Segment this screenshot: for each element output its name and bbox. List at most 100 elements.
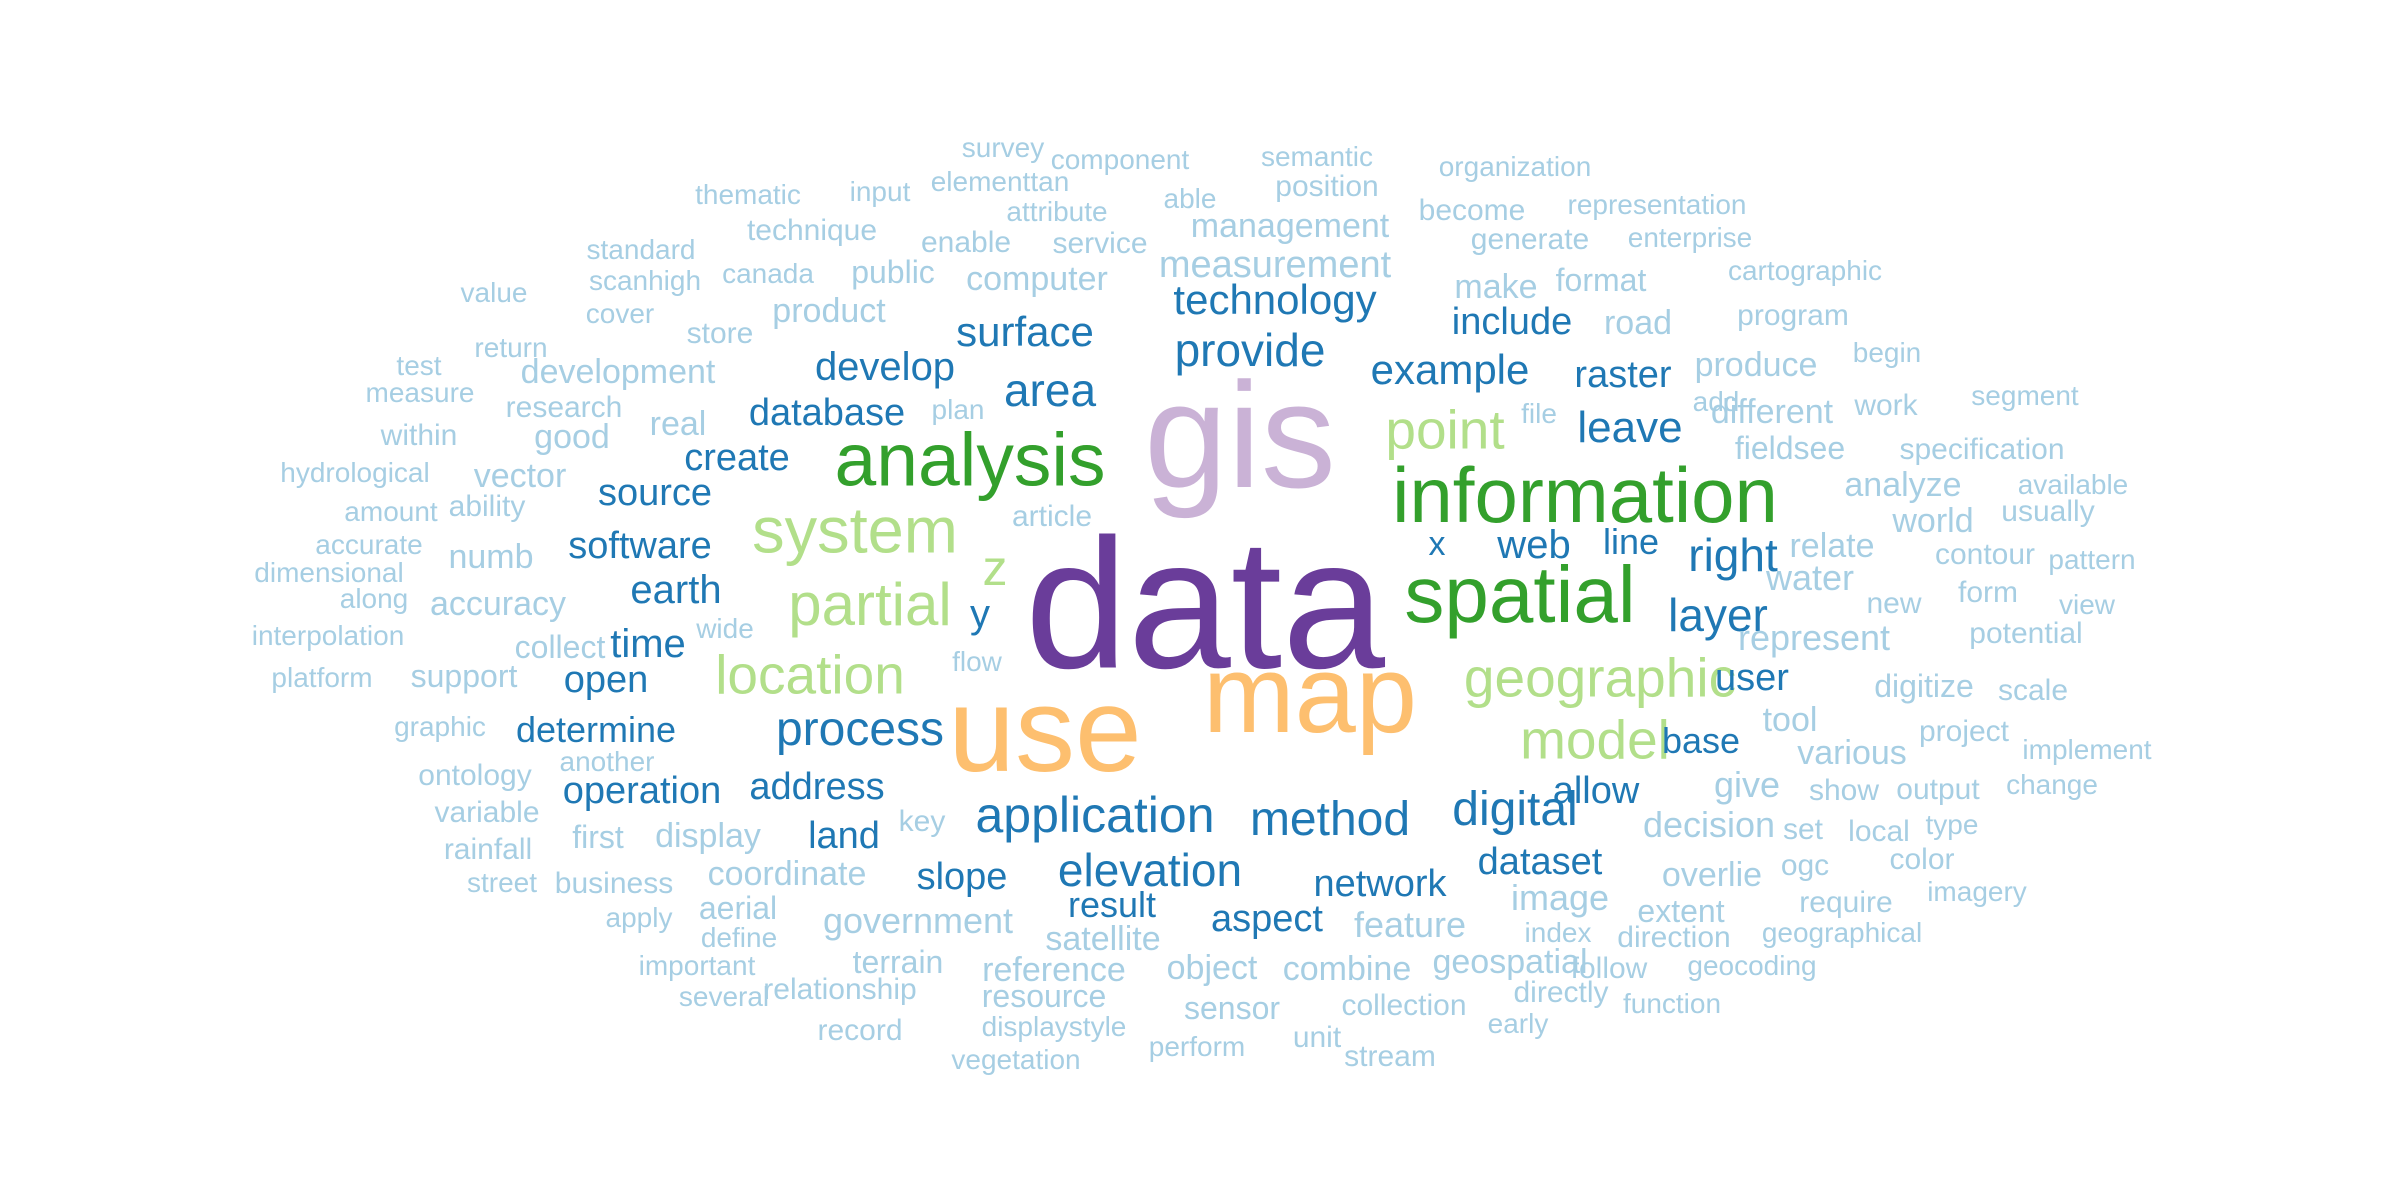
word-surface: surface bbox=[956, 308, 1094, 355]
word-database: database bbox=[748, 392, 906, 434]
word-overlie: overlie bbox=[1661, 856, 1763, 894]
word-product: product bbox=[772, 292, 886, 330]
word-canada: canada bbox=[722, 258, 814, 289]
word-several: several bbox=[678, 981, 770, 1012]
word-fieldsee: fieldsee bbox=[1734, 430, 1846, 466]
word-geocoding: geocoding bbox=[1687, 950, 1817, 981]
word-resource: resource bbox=[981, 978, 1107, 1014]
word-web: web bbox=[1497, 523, 1571, 567]
word-create: create bbox=[684, 437, 790, 479]
word-terrain: terrain bbox=[852, 944, 944, 980]
word-location: location bbox=[715, 643, 905, 706]
word-relationship: relationship bbox=[763, 973, 917, 1006]
word-accuracy: accuracy bbox=[429, 585, 567, 623]
word-gis: gis bbox=[1144, 351, 1336, 519]
word-set: set bbox=[1782, 813, 1824, 846]
word-point: point bbox=[1385, 398, 1505, 461]
word-relate: relate bbox=[1789, 527, 1875, 565]
word-along: along bbox=[339, 583, 409, 614]
word-contour: contour bbox=[1934, 538, 2036, 571]
word-article: article bbox=[1011, 500, 1093, 533]
word-type: type bbox=[1925, 809, 1979, 840]
word-model: model bbox=[1520, 708, 1670, 771]
word-scale: scale bbox=[1997, 674, 2069, 707]
word-display: display bbox=[655, 817, 761, 855]
word-data: data bbox=[1024, 501, 1386, 708]
word-sensor: sensor bbox=[1183, 990, 1281, 1026]
word-digitize: digitize bbox=[1874, 668, 1974, 704]
word-show: show bbox=[1808, 774, 1880, 807]
word-program: program bbox=[1737, 299, 1849, 332]
word-analyze: analyze bbox=[1844, 466, 1962, 504]
word-available: available bbox=[2017, 469, 2129, 500]
word-elevation: elevation bbox=[1057, 844, 1243, 896]
word-street: street bbox=[466, 867, 538, 898]
word-extent: extent bbox=[1637, 893, 1725, 929]
word-scanhigh: scanhigh bbox=[588, 265, 702, 296]
word-object: object bbox=[1166, 949, 1258, 987]
word-make: make bbox=[1454, 268, 1538, 306]
word-collect: collect bbox=[514, 629, 606, 665]
word-service: service bbox=[1052, 227, 1148, 260]
word-development: development bbox=[520, 353, 716, 391]
word-software: software bbox=[568, 525, 712, 567]
word-perform: perform bbox=[1148, 1031, 1246, 1062]
word-result: result bbox=[1067, 884, 1157, 925]
word-key: key bbox=[898, 805, 946, 838]
word-y: y bbox=[970, 592, 990, 636]
word-provide: provide bbox=[1174, 324, 1326, 376]
word-usually: usually bbox=[2001, 495, 2095, 528]
word-graphic: graphic bbox=[394, 711, 486, 742]
word-measure: measure bbox=[365, 377, 475, 408]
word-layer: layer bbox=[1668, 589, 1768, 641]
word-give: give bbox=[1713, 764, 1781, 805]
word-management: management bbox=[1190, 207, 1390, 245]
word-attribute: attribute bbox=[1006, 196, 1108, 227]
word-geographic: geographic bbox=[1463, 646, 1737, 709]
word-flow: flow bbox=[952, 646, 1002, 677]
word-organization: organization bbox=[1438, 151, 1592, 182]
word-reference: reference bbox=[982, 951, 1126, 989]
word-accurate: accurate bbox=[315, 529, 423, 560]
word-technique: technique bbox=[746, 214, 878, 247]
word-output: output bbox=[1896, 773, 1980, 806]
word-use: use bbox=[948, 663, 1142, 797]
word-partial: partial bbox=[788, 571, 952, 638]
word-generate: generate bbox=[1470, 223, 1590, 256]
word-leave: leave bbox=[1577, 403, 1683, 452]
word-geographical: geographical bbox=[1761, 917, 1923, 948]
word-value: value bbox=[460, 277, 528, 308]
word-amount: amount bbox=[344, 496, 438, 527]
word-develop: develop bbox=[814, 345, 956, 389]
word-ontology: ontology bbox=[418, 759, 532, 792]
word-add: add bbox=[1692, 386, 1740, 417]
word-base: base bbox=[1661, 720, 1741, 761]
word-color: color bbox=[1889, 843, 1955, 876]
word-pattern: pattern bbox=[2048, 544, 2136, 575]
word-z: z bbox=[982, 540, 1008, 596]
word-geospatial: geospatial bbox=[1432, 943, 1588, 981]
word-format: format bbox=[1555, 262, 1647, 298]
word-wide: wide bbox=[696, 613, 754, 644]
word-variable: variable bbox=[434, 796, 540, 829]
word-apply: apply bbox=[605, 902, 673, 933]
word-produce: produce bbox=[1694, 346, 1818, 384]
word-unit: unit bbox=[1292, 1021, 1342, 1054]
word-vegetation: vegetation bbox=[951, 1044, 1081, 1075]
word-index: index bbox=[1524, 917, 1592, 948]
word-decision: decision bbox=[1642, 804, 1776, 845]
word-implement: implement bbox=[2022, 734, 2152, 765]
word-enterprise: enterprise bbox=[1627, 222, 1753, 253]
word-government: government bbox=[822, 900, 1014, 941]
word-define: define bbox=[700, 922, 778, 953]
word-collection: collection bbox=[1341, 989, 1467, 1022]
word-spatial: spatial bbox=[1404, 550, 1636, 639]
word-change: change bbox=[2006, 769, 2098, 800]
word-function: function bbox=[1622, 988, 1722, 1019]
word-directly: directly bbox=[1513, 976, 1609, 1009]
word-stream: stream bbox=[1344, 1040, 1436, 1073]
word-allow: allow bbox=[1552, 770, 1640, 812]
word-important: important bbox=[638, 950, 756, 981]
word-store: store bbox=[686, 317, 754, 350]
